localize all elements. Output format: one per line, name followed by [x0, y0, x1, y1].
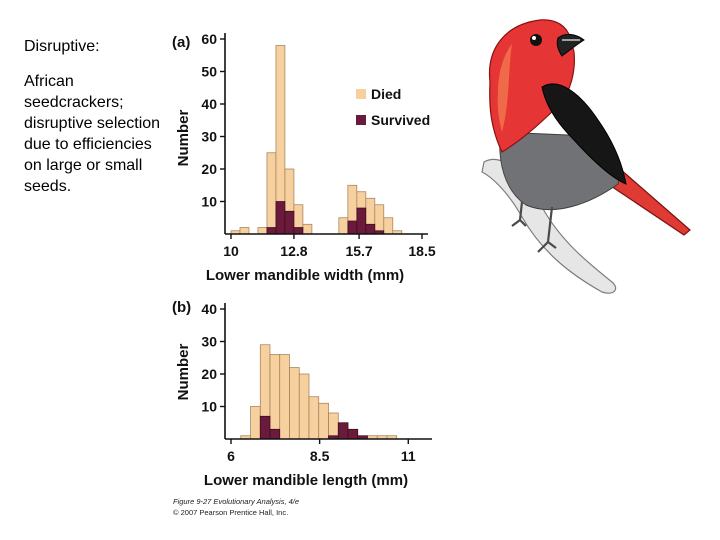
bar-died-a — [239, 227, 250, 235]
y-tick-label-b: 40 — [201, 301, 217, 317]
bird-wing — [541, 83, 627, 185]
x-tick-label-b: 8.5 — [310, 448, 330, 464]
slide-body: African seedcrackers; disruptive selecti… — [24, 73, 161, 195]
bar-died-a — [374, 204, 385, 235]
x-axis-label-a: Lower mandible width (mm) — [206, 267, 404, 284]
bar-survived-a — [365, 223, 376, 235]
bar-died-a — [338, 217, 349, 235]
bar-survived-a — [356, 207, 367, 235]
bar-died-b — [279, 354, 290, 440]
bar-survived-a — [284, 210, 295, 235]
y-tick-label-b: 30 — [201, 334, 217, 350]
panel-label-a: (a) — [172, 34, 190, 51]
histogram-mandible-length: (b) Number Lower mandible length (mm) 10… — [172, 299, 432, 489]
y-tick-label-b: 20 — [201, 366, 217, 382]
bar-died-b — [328, 412, 339, 440]
panel-label-b: (b) — [172, 299, 191, 316]
bar-died-a — [257, 227, 268, 235]
bird-legs — [511, 201, 557, 253]
bar-died-a — [302, 223, 313, 235]
bar-died-b — [269, 354, 281, 440]
y-tick-label-a: 20 — [201, 161, 217, 177]
bar-survived-a — [266, 227, 277, 235]
bird-eye — [530, 34, 542, 46]
x-tick-label-a: 18.5 — [408, 243, 435, 259]
y-tick-label-a: 50 — [201, 64, 217, 80]
x-tick-label-a: 15.7 — [345, 243, 372, 259]
legend-swatch-died — [356, 89, 366, 99]
slide-heading: Disruptive: — [24, 38, 100, 55]
x-axis-label-b: Lower mandible length (mm) — [204, 472, 408, 489]
legend-label-died: Died — [371, 86, 401, 102]
legend-a: Died Survived — [356, 86, 430, 128]
bar-survived-b — [337, 422, 349, 440]
bird-breast-highlight — [497, 44, 512, 132]
x-tick-label-a: 10 — [223, 243, 239, 259]
bar-survived-a — [293, 227, 304, 235]
bar-died-a — [266, 152, 277, 235]
bar-died-b — [298, 373, 310, 440]
bar-died-b — [289, 367, 300, 440]
y-tick-label-b: 10 — [201, 399, 217, 415]
bar-survived-b — [269, 428, 281, 440]
slide-text-block: Disruptive: African seedcrackers; disrup… — [24, 36, 164, 211]
bar-died-b — [250, 406, 261, 440]
y-axis-label-a: Number — [175, 110, 192, 167]
y-tick-label-a: 60 — [201, 31, 217, 47]
x-tick-label-a: 12.8 — [280, 243, 307, 259]
x-tick-label-b: 11 — [401, 448, 416, 464]
bar-died-b — [318, 402, 329, 440]
histogram-mandible-width: (a) Number Lower mandible width (mm) Die… — [172, 31, 436, 284]
bar-survived-b — [347, 428, 359, 440]
seedcracker-bird-illustration — [481, 19, 691, 294]
legend-label-survived: Survived — [371, 112, 430, 128]
legend-swatch-survived — [356, 115, 366, 125]
figure-credit-caption: Figure 9-27 Evolutionary Analysis, 4/e — [173, 497, 300, 506]
figure-credit-copyright: © 2007 Pearson Prentice Hall, Inc. — [173, 508, 289, 517]
x-tick-label-b: 6 — [227, 448, 235, 464]
bar-survived-a — [275, 201, 286, 235]
bird-eye-highlight — [532, 36, 536, 40]
bar-survived-a — [347, 220, 358, 235]
y-tick-label-a: 40 — [201, 96, 217, 112]
bar-survived-b — [259, 415, 271, 440]
y-axis-label-b: Number — [175, 344, 192, 401]
bar-died-a — [383, 217, 394, 235]
y-tick-label-a: 30 — [201, 129, 217, 145]
bar-died-b — [308, 396, 320, 440]
y-tick-label-a: 10 — [201, 194, 217, 210]
